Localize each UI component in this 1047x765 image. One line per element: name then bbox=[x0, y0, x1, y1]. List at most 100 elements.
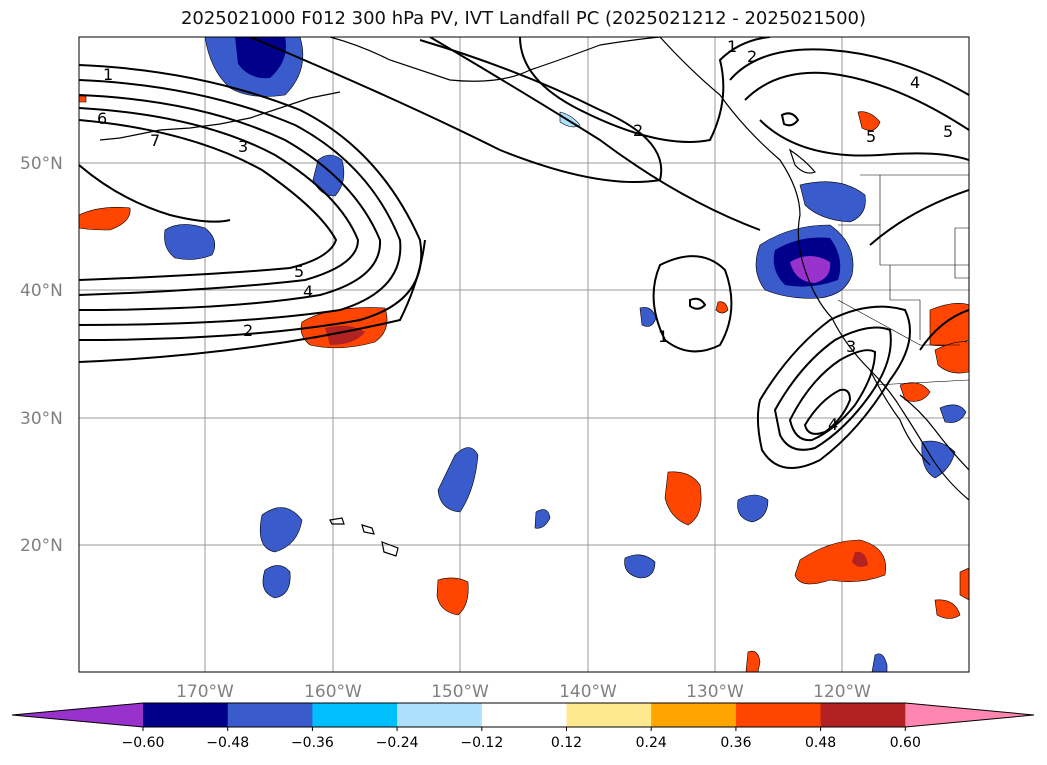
colorbar bbox=[11, 702, 1035, 728]
pv-contour-sw-2 bbox=[773, 326, 892, 451]
ivt-region-47n-178w bbox=[79, 207, 131, 231]
hawaii-1 bbox=[329, 517, 345, 525]
pv-contour-ne-3 bbox=[759, 119, 969, 161]
baja-peninsula bbox=[869, 369, 931, 466]
ivt-region-16n-150w bbox=[436, 577, 469, 616]
pv-contour-east-open bbox=[869, 189, 969, 246]
ivt-region-16n-164w bbox=[262, 565, 291, 599]
lon-label: 150°W bbox=[431, 682, 489, 702]
pv-contour-ne-1 bbox=[729, 48, 969, 96]
ivt-region-45n-167w bbox=[164, 224, 216, 260]
coastlines bbox=[99, 37, 969, 557]
contour-label: 1 bbox=[658, 327, 668, 346]
lat-label: 30°N bbox=[20, 409, 63, 429]
ivt-negative-regions bbox=[164, 37, 967, 672]
colorbar-segment bbox=[566, 703, 652, 727]
lon-label: 130°W bbox=[686, 682, 744, 702]
contour-label: 7 bbox=[150, 131, 160, 150]
pv-contour-east-open-2 bbox=[919, 309, 969, 351]
contour-label: 5 bbox=[866, 127, 876, 146]
ivt-region-17n-120w-core bbox=[852, 551, 868, 567]
ivt-region-21n-165w bbox=[259, 507, 303, 553]
colorbar-segment bbox=[397, 703, 483, 727]
aleutians bbox=[99, 91, 341, 141]
colorbar-tick-label: 0.60 bbox=[890, 735, 921, 751]
colorbar-segment bbox=[227, 703, 313, 727]
ivt-region-23n-127w bbox=[737, 494, 769, 523]
ivt-region-24n-150w bbox=[437, 447, 479, 513]
gulf-of-california bbox=[899, 394, 969, 471]
pv-contour-labels: 1 6 7 3 5 4 2 2 1 2 4 5 5 1 3 4 bbox=[97, 37, 953, 434]
colorbar-tick-label: −0.24 bbox=[376, 735, 419, 751]
ivt-region-baja-small bbox=[939, 404, 967, 423]
lat-label: 40°N bbox=[20, 281, 63, 301]
lon-label: 170°W bbox=[176, 682, 234, 702]
contour-label: 1 bbox=[103, 65, 113, 84]
colorbar-tick-label: 0.12 bbox=[551, 735, 582, 751]
ivt-region-39n-129w bbox=[715, 301, 729, 314]
pv-contour-ne-small bbox=[780, 112, 800, 127]
ivt-region-california-peak bbox=[790, 256, 831, 283]
vancouver-island bbox=[788, 148, 816, 174]
pv-contour-central-1 bbox=[249, 37, 663, 183]
contour-label: 2 bbox=[747, 47, 757, 66]
pv-contour-sw-4 bbox=[803, 388, 852, 435]
lon-label: 160°W bbox=[304, 682, 362, 702]
contour-label: 5 bbox=[294, 262, 304, 281]
lat-label: 20°N bbox=[20, 536, 63, 556]
colorbar-extend-min bbox=[12, 703, 143, 727]
colorbar-segment bbox=[143, 703, 229, 727]
colorbar-segment bbox=[481, 703, 567, 727]
latitude-labels: 50°N 40°N 30°N 20°N bbox=[20, 154, 63, 556]
contour-label: 3 bbox=[238, 137, 248, 156]
ivt-region-24n-133w bbox=[664, 471, 702, 526]
pv-contour-sw-3 bbox=[788, 349, 877, 442]
alaska-coast bbox=[329, 37, 661, 82]
ivt-region-8n-120w bbox=[871, 653, 888, 672]
pv-contour-sw-1 bbox=[756, 305, 911, 469]
pv-contour-small-38n bbox=[689, 297, 707, 310]
lat-label: 50°N bbox=[20, 154, 63, 174]
ivt-region-baja bbox=[921, 440, 956, 479]
pv-contour-west-7 bbox=[79, 239, 426, 363]
pv-contour-west-5 bbox=[79, 119, 338, 281]
lon-label: 140°W bbox=[559, 682, 617, 702]
ivt-positive-regions bbox=[79, 95, 969, 672]
graticule bbox=[79, 37, 969, 672]
pv-contour-west-2 bbox=[79, 79, 402, 326]
colorbar-segment bbox=[651, 703, 737, 727]
ivt-region-8n-125w bbox=[745, 650, 761, 672]
colorbar-tick-label: 0.36 bbox=[720, 735, 751, 751]
colorbar-segment bbox=[820, 703, 906, 727]
ivt-region-mexico-east bbox=[929, 303, 969, 347]
longitude-labels: 170°W 160°W 150°W 140°W 130°W 120°W bbox=[176, 682, 871, 702]
contour-label: 2 bbox=[633, 121, 643, 140]
ivt-region-31n-114w bbox=[899, 382, 931, 402]
ivt-region-17n-120w bbox=[794, 539, 887, 585]
pv-contour-west-1 bbox=[79, 64, 423, 341]
map-title: 2025021000 F012 300 hPa PV, IVT Landfall… bbox=[180, 8, 867, 29]
ivt-region-18n-137w bbox=[624, 554, 656, 579]
pv-contours bbox=[79, 37, 969, 469]
colorbar-extend-max bbox=[905, 703, 1034, 727]
contour-label: 5 bbox=[943, 122, 953, 141]
north-american-coast bbox=[659, 37, 969, 501]
ivt-region-56n-180w bbox=[79, 95, 87, 103]
pv-contour-closed-38n bbox=[652, 255, 733, 353]
plot-frame bbox=[78, 36, 970, 673]
colorbar-ticks: −0.60 −0.48 −0.36 −0.24 −0.12 0.12 0.24 0.36 0.4… bbox=[122, 727, 921, 751]
ivt-region-15n-110w bbox=[934, 599, 961, 619]
ivt-region-14n-105w bbox=[959, 567, 969, 601]
colorbar-tick-label: 0.24 bbox=[636, 735, 667, 751]
hawaii-3 bbox=[381, 541, 399, 557]
colorbar-segment bbox=[312, 703, 398, 727]
contour-label: 6 bbox=[97, 109, 107, 128]
pv-contour-central-3 bbox=[519, 37, 771, 143]
pv-contour-central-2 bbox=[429, 37, 761, 231]
contour-label: 4 bbox=[828, 415, 838, 434]
colorbar-tick-label: −0.36 bbox=[291, 735, 334, 751]
colorbar-tick-label: −0.60 bbox=[122, 735, 165, 751]
ivt-region-55n-122w bbox=[857, 111, 881, 131]
contour-label: 2 bbox=[243, 321, 253, 340]
